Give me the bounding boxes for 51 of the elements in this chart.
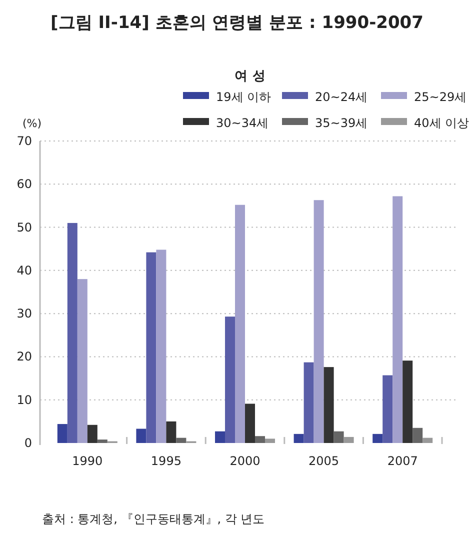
bar xyxy=(344,436,354,443)
source-note: 출처 : 통계청, 『인구동태통계』, 각 년도 xyxy=(42,512,265,526)
y-tick-label: 10 xyxy=(16,392,32,407)
bar xyxy=(215,431,225,443)
x-tick-label: 1995 xyxy=(150,454,182,468)
bar xyxy=(265,438,275,443)
bar xyxy=(67,222,78,443)
legend-label: 30~34세 xyxy=(216,116,269,130)
y-tick-label: 40 xyxy=(16,263,32,278)
x-tick-label: 2005 xyxy=(308,454,340,468)
bar xyxy=(245,404,255,443)
bar xyxy=(334,431,344,443)
bar xyxy=(176,438,186,443)
legend-title: 여 성 xyxy=(234,69,266,84)
legend-label: 20~24세 xyxy=(315,90,368,104)
bar xyxy=(146,252,156,443)
x-tick-label: 2000 xyxy=(230,454,260,468)
bar xyxy=(87,424,98,443)
bar xyxy=(136,428,146,443)
chart-title: [그림 II-14] 초혼의 연령별 분포 : 1990-2007 xyxy=(50,13,424,33)
y-tick-label: 70 xyxy=(16,134,32,148)
bar xyxy=(422,438,433,443)
y-tick-label: 20 xyxy=(16,350,32,364)
bar xyxy=(392,196,403,443)
bar xyxy=(225,316,235,443)
bar xyxy=(324,367,334,443)
bar xyxy=(97,440,108,443)
bar xyxy=(314,200,324,443)
legend-label: 40세 이상 xyxy=(414,116,470,130)
legend-label: 19세 이하 xyxy=(216,90,272,104)
bar xyxy=(372,434,383,443)
bar xyxy=(294,434,304,443)
bar xyxy=(304,362,314,443)
bar xyxy=(156,250,166,443)
legend-label: 35~39세 xyxy=(315,116,368,130)
y-tick-label: 50 xyxy=(16,220,32,234)
y-tick-label: 30 xyxy=(16,306,32,321)
y-axis-title: (%) xyxy=(22,117,42,130)
bar xyxy=(412,428,423,443)
y-tick-label: 0 xyxy=(24,436,32,450)
bar xyxy=(255,436,265,443)
legend-label: 25~29세 xyxy=(414,90,467,104)
x-tick-label: 2007 xyxy=(387,454,418,468)
y-tick-label: 60 xyxy=(16,177,32,192)
bar xyxy=(57,424,68,443)
bar xyxy=(77,279,88,443)
bar xyxy=(402,360,413,443)
bar xyxy=(166,421,176,443)
bar xyxy=(235,204,245,443)
x-tick-label: 1990 xyxy=(72,454,103,468)
bar xyxy=(382,375,393,443)
